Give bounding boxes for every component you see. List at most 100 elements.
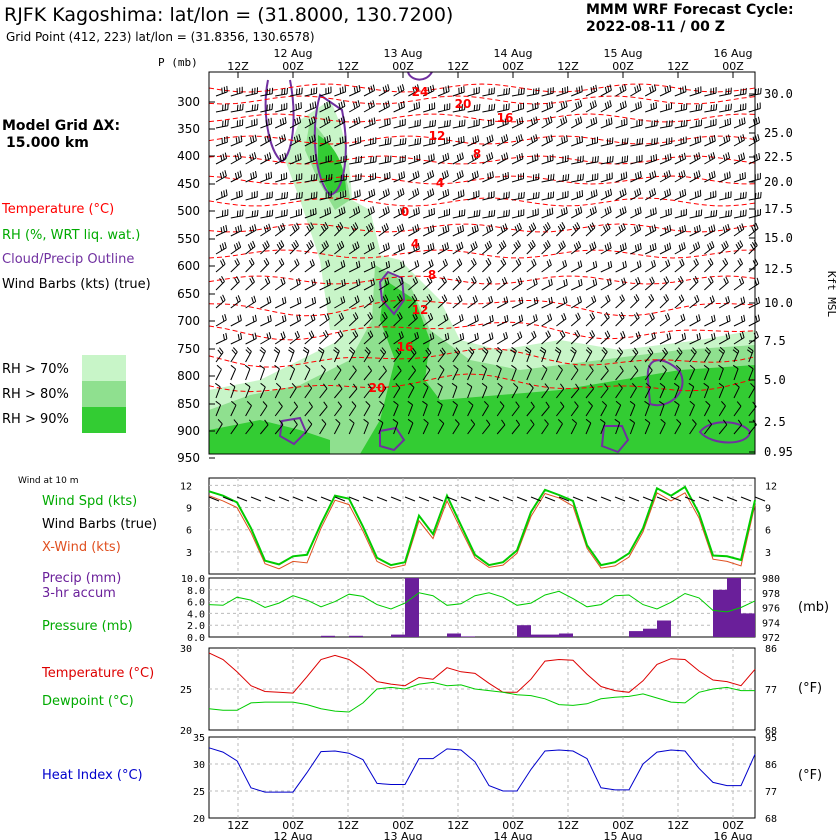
height-tick-label: 12.5 xyxy=(764,262,793,276)
wind-barb xyxy=(245,229,257,237)
wind-barb xyxy=(363,178,376,183)
wind-barb xyxy=(408,337,419,345)
wind-barb-feather xyxy=(403,101,405,108)
wind-barb-feather xyxy=(274,346,281,352)
wind-barb-feather xyxy=(547,330,551,337)
wind-barb-feather xyxy=(664,314,668,321)
wind-barb xyxy=(452,109,465,113)
wind-barb-feather xyxy=(609,84,612,91)
wind-barb xyxy=(274,282,286,291)
wind-barb-feather xyxy=(520,88,523,95)
wind-barb xyxy=(511,139,523,147)
wind-barb xyxy=(363,194,376,201)
wind-barb-feather xyxy=(310,240,314,246)
wind-barb-feather xyxy=(323,118,326,125)
wind-barb-feather xyxy=(663,172,667,179)
wind-barb-feather xyxy=(469,347,475,353)
wind-barb-feather xyxy=(281,153,285,160)
wind-barb-feather xyxy=(417,242,420,249)
wind-barb xyxy=(407,422,414,435)
wind-barb-feather xyxy=(565,100,568,107)
precip-bar xyxy=(321,635,335,637)
wind-barb xyxy=(541,318,552,327)
wind-barb-feather xyxy=(462,332,465,339)
wind-barb-feather xyxy=(629,418,635,424)
wind-barb-feather xyxy=(281,297,285,304)
wind-barb xyxy=(541,245,551,255)
wind-barb-feather xyxy=(619,365,624,372)
wind-barb xyxy=(334,121,346,129)
wind-barb-feather xyxy=(518,315,521,322)
wind-barb-feather xyxy=(707,419,712,425)
wind-barb xyxy=(319,388,328,399)
cloud-outline-layer xyxy=(264,71,752,454)
wind-barb-feather xyxy=(343,100,346,107)
wind-barb-feather xyxy=(298,314,301,321)
wind-barb-feather xyxy=(738,119,741,126)
wind-barb-feather xyxy=(222,294,226,301)
wind-barb-feather xyxy=(412,347,417,354)
wind-barb-feather xyxy=(217,419,223,425)
wind-barb xyxy=(615,161,628,165)
wind-barb-feather xyxy=(219,172,223,179)
wind-barb-feather xyxy=(711,315,714,322)
wind-barb xyxy=(689,300,700,309)
wind-barb xyxy=(334,105,346,113)
wind-barb-feather xyxy=(515,401,520,407)
top-time-tick-label: 12Z xyxy=(447,60,469,73)
wind-barb xyxy=(304,368,311,381)
wind-barb-feather xyxy=(399,85,403,92)
wind-barb-feather xyxy=(264,154,267,161)
wind-barb-feather xyxy=(417,84,420,91)
wind-barb xyxy=(629,387,637,399)
wind-barb xyxy=(541,213,553,219)
wind-barb xyxy=(408,159,420,165)
wind-barb-feather xyxy=(619,296,623,302)
wind-barb xyxy=(482,281,492,291)
wind-barb-feather xyxy=(623,172,625,179)
wind-barb-feather xyxy=(505,88,508,95)
wind-barb-feather xyxy=(248,419,254,425)
wind-barb-feather xyxy=(547,174,550,181)
wind-barb-feather xyxy=(579,136,581,143)
wind-barb-feather xyxy=(264,136,267,143)
wind-barb xyxy=(585,266,598,273)
wind-barb-feather xyxy=(634,190,637,197)
wind-barb-feather xyxy=(593,295,597,302)
wind-barb-feather xyxy=(571,346,577,352)
wind-barb-feather xyxy=(474,315,477,322)
wind-barb xyxy=(349,178,362,183)
wind-barb-feather xyxy=(683,242,686,249)
wind-barb xyxy=(304,264,315,273)
wind-barb xyxy=(408,248,420,255)
wind-barb-feather xyxy=(299,296,302,303)
wind-barb-feather xyxy=(432,84,435,91)
wind-barb-feather xyxy=(505,331,508,338)
pressure-axis-label: P (mb) xyxy=(158,56,198,69)
wind-barb-feather xyxy=(695,104,698,111)
wind-barb xyxy=(541,92,554,97)
wind-barb xyxy=(467,281,477,291)
rh90-region xyxy=(360,280,755,454)
wind-barb xyxy=(452,214,465,219)
wind-barb-feather xyxy=(576,137,578,144)
wind-barb xyxy=(733,263,743,273)
wind-barb-feather xyxy=(561,209,563,216)
wind-barb xyxy=(393,404,399,417)
model-grid-note: Model Grid ΔX: 15.000 km xyxy=(2,118,120,152)
wind-barb xyxy=(570,227,581,237)
wind-barb-feather xyxy=(402,242,405,249)
pressure-tick-label: 950 xyxy=(177,451,200,465)
wind-barb xyxy=(363,247,375,255)
wind-barb-feather xyxy=(658,400,665,406)
wind-barb xyxy=(600,422,606,435)
wind-barb-feather xyxy=(503,135,506,142)
wind-barb-feather xyxy=(734,382,740,388)
wind-barb-feather xyxy=(224,313,227,321)
wind-barb-feather xyxy=(604,383,609,389)
wind-barb xyxy=(482,229,494,237)
wind-barb xyxy=(319,121,331,129)
wind-barb xyxy=(718,386,725,399)
wind-barb xyxy=(556,245,566,255)
isotherm-label: 16 xyxy=(497,111,514,125)
